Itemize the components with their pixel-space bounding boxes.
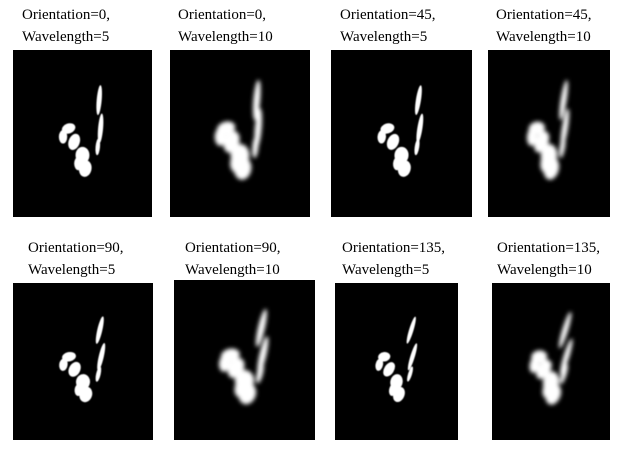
blob-group: [218, 308, 271, 406]
blob-group: [528, 311, 575, 407]
caption-line: Wavelength=5: [340, 26, 436, 48]
blob: [95, 85, 103, 115]
caption: Orientation=0,Wavelength=10: [178, 4, 273, 48]
filtered-image: [488, 50, 610, 217]
caption-line: Orientation=45,: [496, 4, 592, 26]
blob-group: [215, 80, 264, 182]
caption-line: Orientation=90,: [28, 237, 124, 259]
blob: [74, 157, 82, 170]
caption-line: Orientation=135,: [342, 237, 445, 259]
caption-line: Orientation=135,: [497, 237, 600, 259]
filtered-image: [13, 50, 152, 217]
caption: Orientation=135,Wavelength=5: [342, 237, 445, 281]
filtered-image: [174, 280, 315, 440]
blob: [230, 155, 241, 173]
caption: Orientation=45,Wavelength=10: [496, 4, 592, 48]
filtered-image: [335, 283, 458, 440]
figure: Orientation=0,Wavelength=5Orientation=0,…: [0, 0, 622, 450]
caption-line: Wavelength=10: [185, 259, 281, 281]
caption: Orientation=90,Wavelength=10: [185, 237, 281, 281]
blob: [94, 316, 105, 345]
blob-group: [374, 316, 418, 404]
filtered-image: [13, 283, 153, 440]
caption-line: Orientation=0,: [178, 4, 273, 26]
caption: Orientation=135,Wavelength=10: [497, 237, 600, 281]
filtered-image: [492, 283, 610, 440]
caption: Orientation=0,Wavelength=5: [22, 4, 110, 48]
caption-line: Wavelength=5: [342, 259, 445, 281]
blob: [415, 113, 425, 143]
blob: [59, 130, 67, 143]
caption-line: Wavelength=5: [22, 26, 110, 48]
caption-line: Wavelength=5: [28, 259, 124, 281]
blob: [413, 138, 420, 155]
caption-line: Wavelength=10: [178, 26, 273, 48]
caption: Orientation=45,Wavelength=5: [340, 4, 436, 48]
filtered-image: [170, 50, 310, 217]
blob-group: [377, 85, 425, 178]
blob: [94, 366, 102, 382]
blob: [255, 362, 266, 384]
blob: [414, 85, 424, 115]
filtered-image: [331, 50, 472, 217]
caption: Orientation=90,Wavelength=5: [28, 237, 124, 281]
blob: [96, 342, 107, 371]
caption-line: Wavelength=10: [497, 259, 600, 281]
caption-line: Wavelength=10: [496, 26, 592, 48]
caption-line: Orientation=90,: [185, 237, 281, 259]
caption-line: Orientation=45,: [340, 4, 436, 26]
blob-group: [526, 80, 571, 182]
blob-group: [58, 316, 106, 404]
blob-group: [59, 85, 105, 178]
blob: [405, 316, 417, 344]
caption-line: Orientation=0,: [22, 4, 110, 26]
